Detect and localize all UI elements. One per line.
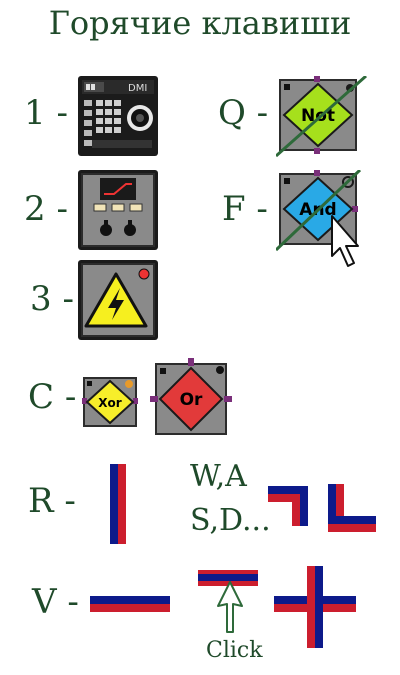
corner-wire-left-icon[interactable]	[328, 484, 376, 532]
hotkey-f-label: F -	[222, 189, 268, 229]
xor-gate-text: Xor	[98, 396, 121, 410]
cross-wire-icon[interactable]	[274, 566, 356, 648]
xor-gate-icon[interactable]: Xor	[80, 374, 140, 430]
click-wire-icon[interactable]	[198, 570, 258, 586]
hotkey-2-label: 2 -	[24, 189, 68, 229]
or-gate-icon[interactable]: Or	[150, 358, 232, 440]
or-gate-text: Or	[180, 390, 203, 410]
dmi-keypad-icon[interactable]: DMI	[78, 76, 158, 156]
hotkey-q-label: Q -	[218, 93, 269, 133]
and-gate-select-icon[interactable]: And	[274, 168, 368, 270]
hotkey-3-label: 3 -	[30, 279, 74, 319]
horizontal-wire-icon[interactable]	[90, 596, 170, 612]
dmi-text: DMI	[128, 83, 147, 94]
high-voltage-icon[interactable]	[78, 260, 158, 340]
hotkey-wasd-line2: S,D...	[190, 503, 271, 538]
hotkey-r-label: R -	[28, 481, 76, 521]
dmi-keypad-graphic: DMI	[80, 78, 156, 154]
switch-panel-icon[interactable]	[78, 170, 158, 250]
hotkey-wasd-line1: W,A	[190, 459, 247, 494]
vertical-wire-icon[interactable]	[110, 464, 126, 544]
page-title: Горячие клавиши	[48, 4, 352, 42]
hotkey-1-label: 1 -	[24, 93, 68, 133]
mouse-cursor-icon	[331, 215, 359, 267]
not-gate-delete-icon[interactable]: Not	[275, 74, 368, 158]
hotkey-v-label: V -	[32, 582, 79, 622]
click-label: Click	[206, 638, 263, 663]
mouse-cursor-icon	[216, 580, 252, 636]
hotkey-c-label: C -	[28, 377, 77, 417]
corner-wire-right-icon[interactable]	[268, 486, 308, 526]
